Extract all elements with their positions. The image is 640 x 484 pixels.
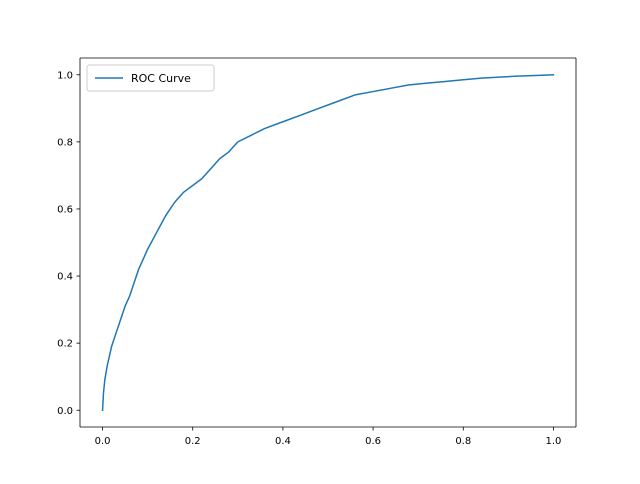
y-tick-label: 0.4 [57, 272, 73, 283]
y-tick-label: 1.0 [57, 70, 73, 81]
axes-layer: 0.0 0.2 0.4 0.6 0.8 1.0 0.0 0.2 0.4 0.6 0.8 1.0 [57, 57, 577, 447]
y-tick-label: 0.2 [57, 339, 73, 350]
series-line-roc-curve [101, 73, 555, 412]
legend-label: ROC Curve [131, 72, 191, 85]
x-tick-label: 0.6 [365, 436, 381, 447]
x-tick-label: 0.2 [185, 436, 201, 447]
y-tick-label: 0.8 [57, 137, 73, 148]
x-tick-label: 0.0 [95, 436, 111, 447]
x-tick-label: 0.8 [455, 436, 471, 447]
legend: ROC Curve [86, 64, 215, 92]
legend-box [86, 64, 215, 92]
plot-background [80, 58, 576, 427]
series-layer [101, 73, 555, 412]
plot-area [80, 58, 576, 427]
x-tick-label: 1.0 [546, 436, 562, 447]
x-tick-label: 0.4 [275, 436, 291, 447]
y-tick-label: 0.6 [57, 205, 73, 216]
y-tick-label: 0.0 [57, 406, 73, 417]
